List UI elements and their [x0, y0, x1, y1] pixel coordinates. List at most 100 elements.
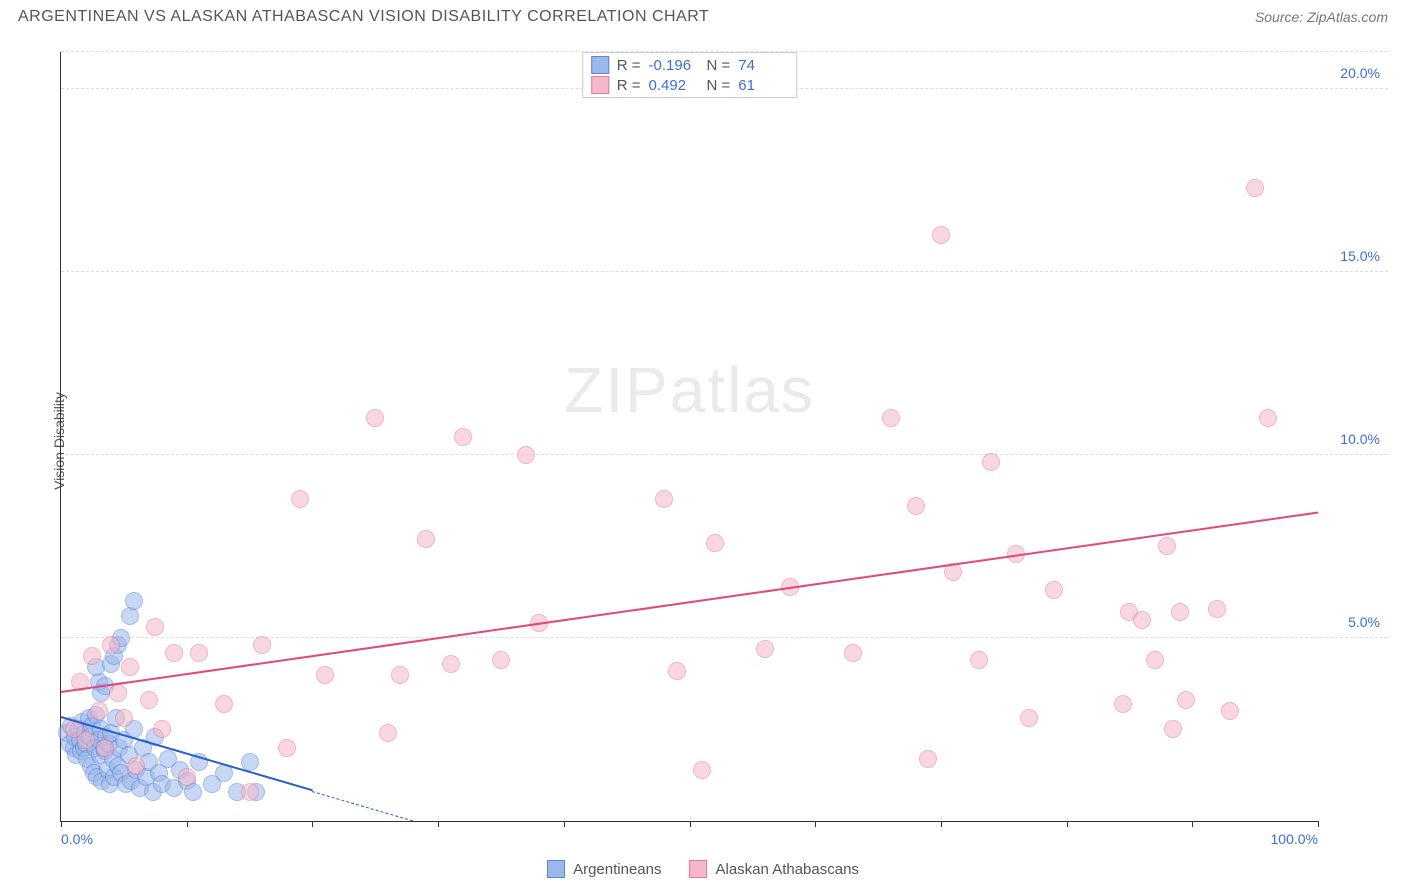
chart-container: Vision Disability ZIPatlas R =-0.196N =7… — [18, 40, 1388, 842]
data-point-athabascans — [970, 651, 988, 669]
data-point-athabascans — [907, 497, 925, 515]
data-point-athabascans — [982, 453, 1000, 471]
data-point-athabascans — [291, 490, 309, 508]
data-point-athabascans — [1164, 720, 1182, 738]
trend-line — [312, 791, 413, 821]
data-point-athabascans — [442, 655, 460, 673]
data-point-athabascans — [454, 428, 472, 446]
data-point-athabascans — [1246, 179, 1264, 197]
data-point-athabascans — [241, 783, 259, 801]
r-label: R = — [617, 77, 641, 94]
y-tick-label: 5.0% — [1348, 614, 1380, 630]
n-value: 74 — [738, 57, 788, 74]
data-point-athabascans — [146, 618, 164, 636]
data-point-athabascans — [278, 739, 296, 757]
data-point-athabascans — [379, 724, 397, 742]
data-point-athabascans — [1045, 581, 1063, 599]
data-point-athabascans — [96, 739, 114, 757]
plot-area: ZIPatlas R =-0.196N =74R =0.492N =61 5.0… — [60, 52, 1318, 822]
data-point-athabascans — [77, 731, 95, 749]
x-tick — [312, 821, 313, 827]
n-label: N = — [707, 57, 731, 74]
x-tick — [438, 821, 439, 827]
n-label: N = — [707, 77, 731, 94]
data-point-athabascans — [706, 534, 724, 552]
data-point-athabascans — [517, 446, 535, 464]
data-point-athabascans — [1171, 603, 1189, 621]
data-point-athabascans — [1208, 600, 1226, 618]
data-point-athabascans — [127, 757, 145, 775]
legend-item: Argentineans — [547, 860, 661, 878]
data-point-athabascans — [1259, 409, 1277, 427]
data-point-athabascans — [109, 684, 127, 702]
legend-label: Alaskan Athabascans — [715, 861, 858, 878]
data-point-athabascans — [165, 644, 183, 662]
data-point-athabascans — [83, 647, 101, 665]
trend-line — [61, 511, 1318, 692]
watermark: ZIPatlas — [564, 353, 815, 427]
data-point-athabascans — [1177, 691, 1195, 709]
x-tick — [1318, 821, 1319, 827]
data-point-athabascans — [121, 658, 139, 676]
legend-swatch — [591, 56, 609, 74]
gridline — [61, 454, 1388, 455]
data-point-athabascans — [1133, 611, 1151, 629]
data-point-athabascans — [756, 640, 774, 658]
x-tick — [61, 821, 62, 827]
legend-swatch — [591, 76, 609, 94]
data-point-athabascans — [668, 662, 686, 680]
series-legend: Argentineans Alaskan Athabascans — [0, 860, 1406, 878]
legend-item: Alaskan Athabascans — [689, 860, 858, 878]
data-point-athabascans — [316, 666, 334, 684]
stats-row-athabascans: R = 0.492 N = 61 — [591, 75, 789, 95]
data-point-athabascans — [932, 226, 950, 244]
x-tick — [941, 821, 942, 827]
data-point-athabascans — [1158, 537, 1176, 555]
r-value: -0.196 — [649, 57, 699, 74]
data-point-athabascans — [844, 644, 862, 662]
data-point-athabascans — [919, 750, 937, 768]
legend-swatch — [689, 860, 707, 878]
data-point-athabascans — [391, 666, 409, 684]
source-attribution: Source: ZipAtlas.com — [1255, 9, 1388, 25]
x-tick-label: 0.0% — [61, 831, 93, 847]
data-point-athabascans — [115, 709, 133, 727]
y-tick-label: 20.0% — [1340, 65, 1380, 81]
r-value: 0.492 — [649, 77, 699, 94]
data-point-athabascans — [140, 691, 158, 709]
x-tick — [815, 821, 816, 827]
data-point-athabascans — [1114, 695, 1132, 713]
correlation-stats-box: R = -0.196 N = 74 R = 0.492 N = 61 — [582, 52, 798, 98]
stats-row-argentineans: R = -0.196 N = 74 — [591, 55, 789, 75]
data-point-athabascans — [366, 409, 384, 427]
y-tick-label: 10.0% — [1340, 431, 1380, 447]
x-tick — [690, 821, 691, 827]
data-point-athabascans — [90, 702, 108, 720]
legend-label: Argentineans — [573, 861, 661, 878]
chart-title: ARGENTINEAN VS ALASKAN ATHABASCAN VISION… — [18, 8, 709, 26]
data-point-athabascans — [102, 636, 120, 654]
data-point-athabascans — [190, 644, 208, 662]
y-tick-label: 15.0% — [1340, 248, 1380, 264]
gridline — [61, 271, 1388, 272]
data-point-athabascans — [882, 409, 900, 427]
data-point-argentineans — [125, 592, 143, 610]
data-point-athabascans — [1221, 702, 1239, 720]
n-value: 61 — [738, 77, 788, 94]
data-point-athabascans — [1020, 709, 1038, 727]
data-point-athabascans — [655, 490, 673, 508]
x-tick — [564, 821, 565, 827]
x-tick — [187, 821, 188, 827]
legend-swatch — [547, 860, 565, 878]
x-tick — [1192, 821, 1193, 827]
data-point-athabascans — [1146, 651, 1164, 669]
x-tick-label: 100.0% — [1271, 831, 1318, 847]
data-point-athabascans — [417, 530, 435, 548]
data-point-athabascans — [492, 651, 510, 669]
data-point-athabascans — [153, 720, 171, 738]
r-label: R = — [617, 57, 641, 74]
data-point-athabascans — [693, 761, 711, 779]
x-tick — [1067, 821, 1068, 827]
data-point-athabascans — [178, 768, 196, 786]
data-point-athabascans — [253, 636, 271, 654]
